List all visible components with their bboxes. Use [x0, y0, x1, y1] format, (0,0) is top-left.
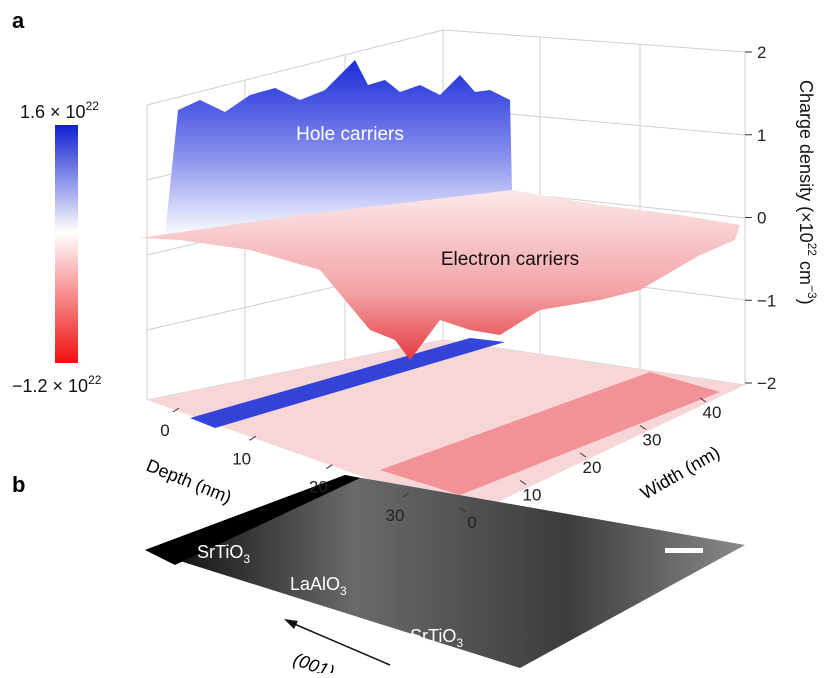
- tick-mark: [326, 464, 333, 470]
- text-part: SrTiO: [197, 542, 243, 562]
- annotation: Hole carriers: [296, 124, 404, 145]
- text-part: 3: [456, 636, 463, 650]
- colorbar-label: −1.2 × 1022: [12, 373, 102, 396]
- text-part: 22: [88, 373, 102, 387]
- annotation: Electron carriers: [441, 249, 579, 270]
- text-part: cm: [796, 256, 816, 285]
- z-tick-label: 1: [757, 126, 766, 145]
- tick-mark: [402, 492, 410, 498]
- colorbar-label: 1.6 × 1022: [20, 99, 99, 122]
- hole-surface: [140, 60, 512, 238]
- tick-mark: [459, 507, 467, 513]
- text-part: ): [796, 299, 816, 305]
- tick-mark: [519, 480, 527, 485]
- z-axis-label: Charge density (×1022 cm−3): [796, 80, 819, 305]
- arrow-head: [284, 619, 298, 629]
- tick-mark: [249, 435, 256, 441]
- text-part: 3: [340, 584, 347, 598]
- z-tick-label: −1: [757, 291, 776, 310]
- text-part: −1.2 × 10: [12, 376, 88, 396]
- text-part: −3: [805, 285, 819, 299]
- depth-axis-label: Depth (nm): [144, 455, 235, 507]
- text-part: 22: [86, 99, 100, 113]
- text-part: 22: [805, 243, 819, 257]
- colorbar: [55, 125, 78, 363]
- text-part: 3: [243, 552, 250, 566]
- layer-label: SrTiO3: [197, 542, 250, 566]
- tick-mark: [639, 425, 647, 430]
- floor-map: [147, 340, 745, 515]
- panel-label: b: [12, 472, 25, 497]
- z-tick-label: 0: [757, 209, 766, 228]
- layer-label: SrTiO3: [410, 626, 463, 650]
- depth-tick-label: 10: [232, 449, 251, 468]
- depth-tick-label: 30: [386, 506, 405, 525]
- floor-stripe: [190, 338, 505, 428]
- text-part: LaAlO: [290, 574, 340, 594]
- text-part: SrTiO: [410, 626, 456, 646]
- depth-tick-label: 20: [309, 478, 328, 497]
- tick-mark: [579, 452, 587, 458]
- width-tick-label: 20: [583, 458, 602, 477]
- z-tick-label: 2: [757, 43, 766, 62]
- tick-mark: [699, 397, 707, 403]
- direction-arrow: [291, 622, 391, 666]
- z-tick-label: −2: [757, 374, 776, 393]
- direction-label: (001): [291, 649, 337, 673]
- width-tick-label: 0: [467, 513, 476, 532]
- width-axis-label: Width (nm): [637, 442, 723, 503]
- tick-mark: [172, 407, 180, 413]
- floor-red-band: [380, 372, 720, 495]
- width-tick-label: 10: [523, 486, 542, 505]
- layer-label: LaAlO3: [290, 574, 347, 598]
- stem-dark-layer: [145, 475, 360, 565]
- scale-bar: [665, 548, 703, 553]
- panel-label: a: [12, 8, 25, 33]
- text-part: 1.6 × 10: [20, 102, 86, 122]
- text-part: Charge density (×10: [796, 80, 816, 243]
- width-tick-label: 40: [703, 403, 722, 422]
- electron-surface: [140, 190, 740, 360]
- depth-tick-label: 0: [160, 421, 169, 440]
- stem-image: [145, 475, 745, 668]
- width-tick-label: 30: [643, 431, 662, 450]
